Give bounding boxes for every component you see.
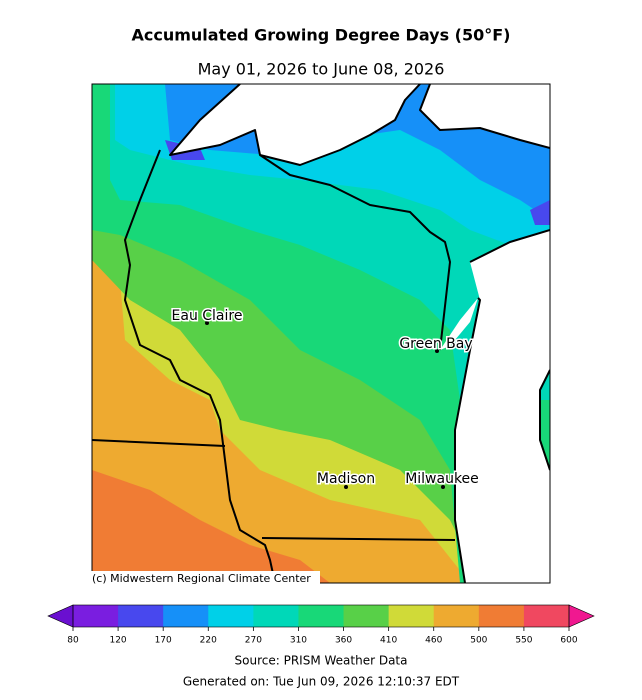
city-label: Eau Claire [172, 308, 243, 324]
colorbar-segment [478, 605, 525, 627]
colorbar-segment [343, 605, 390, 627]
colorbar-under [47, 604, 74, 628]
colorbar-tick-label: 410 [380, 636, 397, 646]
subtitle: May 01, 2026 to June 08, 2026 [198, 60, 445, 79]
colorbar-frame [72, 604, 570, 628]
map [92, 84, 550, 583]
city-label: Madison [317, 471, 375, 487]
colorbar-tick-label: 220 [200, 636, 217, 646]
colorbar-segment [388, 605, 435, 627]
colorbar-tick-label: 270 [245, 636, 262, 646]
colorbar-segment [118, 605, 164, 627]
generated: Generated on: Tue Jun 09, 2026 12:10:37 … [183, 675, 460, 689]
colorbar-segment [298, 605, 345, 627]
colorbar-tick-label: 600 [560, 636, 577, 646]
colorbar-tick-label: 120 [109, 636, 126, 646]
colorbar-segment [433, 605, 480, 627]
map-frame [91, 83, 551, 584]
colorbar-tick-label: 310 [290, 636, 307, 646]
colorbar-segment [523, 605, 570, 627]
credit-box [90, 571, 320, 586]
colorbar-segment [253, 605, 299, 627]
colorbar-tick-label: 460 [425, 636, 442, 646]
colorbar-segment [208, 605, 254, 627]
city-label: Green Bay [399, 336, 472, 352]
colorbar-tick-label: 500 [470, 636, 487, 646]
colorbar-tick-label: 170 [155, 636, 172, 646]
colorbar-over [568, 604, 595, 628]
colorbar-tick-label: 360 [335, 636, 352, 646]
city-label: Milwaukee [405, 471, 479, 487]
title: Accumulated Growing Degree Days (50°F) [132, 26, 511, 45]
colorbar-tick-label: 550 [515, 636, 532, 646]
source: Source: PRISM Weather Data [235, 654, 408, 668]
colorbar-tick-label: 80 [67, 636, 79, 646]
colorbar-segment [73, 605, 119, 627]
colorbar-segment [163, 605, 209, 627]
credit: (c) Midwestern Regional Climate Center [92, 572, 311, 585]
